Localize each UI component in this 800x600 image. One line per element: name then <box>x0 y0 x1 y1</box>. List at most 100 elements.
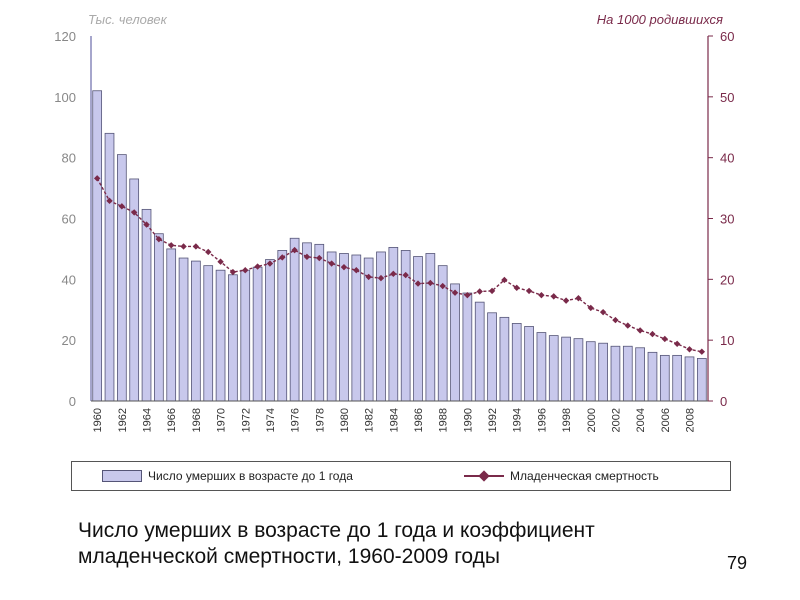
chart-caption: Число умерших в возрасте до 1 года и коэ… <box>78 519 595 568</box>
x-tick-label-1962: 1962 <box>117 408 129 432</box>
bar-1964 <box>141 208 152 402</box>
x-tick-label-2002: 2002 <box>610 408 622 432</box>
line-point-1962 <box>118 203 126 210</box>
line-point-1974 <box>266 260 274 267</box>
x-tick-label-2004: 2004 <box>635 408 647 432</box>
bar-2004 <box>635 347 645 402</box>
legend-item-bars: Число умерших в возрасте до 1 года <box>102 462 353 490</box>
line-point-1960 <box>93 175 101 182</box>
bar-1962 <box>117 154 127 402</box>
line-point-1982 <box>365 273 372 281</box>
x-tick-label-1996: 1996 <box>536 408 548 432</box>
chart: 0 10 20 30 40 50 60 0 20 40 60 80 100 120 Тыс. человек… <box>54 12 734 432</box>
x-tick-label-1984: 1984 <box>388 408 400 432</box>
line-point-1985 <box>402 271 409 279</box>
bar-1998 <box>561 336 571 402</box>
x-tick-label-1990: 1990 <box>462 408 474 432</box>
left-tick-label-100: 100 <box>54 90 76 105</box>
bar-1973 <box>252 266 263 402</box>
bar-1994 <box>511 323 522 402</box>
x-tick-label-1988: 1988 <box>438 408 450 432</box>
left-tick-label-40: 40 <box>62 272 76 287</box>
line-point-1979 <box>328 260 335 267</box>
bar-1975 <box>277 250 288 402</box>
left-axis-title: Тыс. человек <box>88 12 168 27</box>
line-point-2008 <box>686 346 693 353</box>
x-tick-label-1992: 1992 <box>487 408 499 432</box>
line-point-1987 <box>427 279 434 287</box>
bar-1995 <box>524 326 534 402</box>
bar-2009 <box>696 358 707 402</box>
x-tick-label-1978: 1978 <box>314 408 326 432</box>
x-tick-label-1964: 1964 <box>142 408 154 432</box>
x-tick-label-1986: 1986 <box>413 408 425 432</box>
line-point-1963 <box>130 209 138 216</box>
line-point-1992 <box>488 287 496 295</box>
right-tick-label-10: 10 <box>720 333 734 348</box>
bar-2001 <box>598 342 608 402</box>
legend: Число умерших в возрасте до 1 года Младе… <box>71 461 731 491</box>
bar-2002 <box>610 345 621 402</box>
legend-bars-label: Число умерших в возрасте до 1 года <box>148 469 353 483</box>
right-tick-label-40: 40 <box>720 151 734 166</box>
line-point-2002 <box>612 316 619 324</box>
line-point-1991 <box>476 288 483 295</box>
line-point-2000 <box>587 304 594 312</box>
x-tick-label-1980: 1980 <box>339 408 351 432</box>
bar-1992 <box>487 312 497 402</box>
x-tick-label-1974: 1974 <box>265 408 277 432</box>
left-tick-label-60: 60 <box>62 212 76 227</box>
right-axis-title: На 1000 родившихся <box>597 12 723 27</box>
line-point-1973 <box>254 263 261 270</box>
line-point-1990 <box>464 291 471 299</box>
right-tick-label-20: 20 <box>720 272 734 287</box>
bar-1977 <box>302 242 312 402</box>
line-point-2009 <box>698 348 706 355</box>
right-tick-label-60: 60 <box>720 29 734 44</box>
bar-1979 <box>326 251 337 402</box>
line-point-1967 <box>180 243 187 250</box>
line-point-1968 <box>192 243 200 250</box>
line-point-1978 <box>316 254 323 262</box>
right-tick-label-30: 30 <box>720 212 734 227</box>
line-point-1977 <box>303 253 311 261</box>
bar-2000 <box>585 341 596 402</box>
right-tick-label-0: 0 <box>720 394 727 409</box>
line-point-1997 <box>550 293 557 300</box>
line-point-2003 <box>624 322 631 329</box>
bar-1960 <box>92 90 103 402</box>
bar-1989 <box>450 283 460 402</box>
x-tick-label-1960: 1960 <box>92 408 104 432</box>
line-point-1966 <box>168 242 175 249</box>
line-point-2004 <box>636 327 644 334</box>
left-tick-label-80: 80 <box>62 151 76 166</box>
x-tick-label-1970: 1970 <box>216 408 228 432</box>
x-tick-label-1976: 1976 <box>290 408 302 432</box>
left-tick-label-120: 120 <box>54 29 76 44</box>
line-point-1980 <box>340 263 348 271</box>
bar-2008 <box>684 356 695 402</box>
bar-1990 <box>462 292 473 402</box>
bar-1996 <box>536 332 547 402</box>
bar-2006 <box>659 354 670 402</box>
x-tick-label-1982: 1982 <box>364 408 376 432</box>
x-tick-label-1972: 1972 <box>240 408 252 432</box>
bar-1987 <box>425 253 436 402</box>
page-number: 79 <box>727 553 748 573</box>
bar-1981 <box>351 254 362 402</box>
line-point-1983 <box>377 274 385 282</box>
line-point-1999 <box>575 294 582 302</box>
line-point-1986 <box>414 280 422 287</box>
line-point-1976 <box>291 246 298 254</box>
bar-1968 <box>191 260 201 402</box>
x-tick-label-2006: 2006 <box>660 408 672 432</box>
left-tick-label-0: 0 <box>69 394 76 409</box>
line-point-1996 <box>538 291 545 299</box>
legend-bar-swatch <box>102 470 142 482</box>
bar-1969 <box>203 265 214 402</box>
bar-1976 <box>289 237 300 402</box>
line-point-2005 <box>649 330 656 338</box>
bar-1970 <box>215 269 226 402</box>
bar-1972 <box>240 269 251 402</box>
